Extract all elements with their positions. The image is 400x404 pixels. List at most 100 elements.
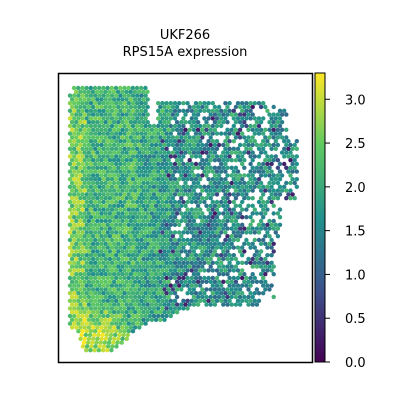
expression-spot	[130, 306, 136, 311]
expression-spot	[177, 260, 182, 265]
expression-spot	[198, 298, 203, 303]
expression-spot	[80, 93, 85, 98]
expression-spot	[189, 123, 194, 129]
expression-spot	[181, 161, 186, 167]
expression-spot	[198, 192, 203, 197]
expression-spot	[139, 192, 144, 197]
expression-spot	[122, 154, 127, 159]
expression-spot	[231, 146, 236, 151]
expression-spot	[225, 279, 230, 284]
expression-spot	[221, 196, 226, 201]
expression-spot	[97, 161, 102, 167]
expression-spot	[198, 245, 203, 250]
expression-spot	[181, 154, 186, 159]
expression-spot	[172, 161, 178, 167]
expression-spot	[235, 230, 241, 235]
expression-spot	[143, 230, 148, 235]
expression-spot	[114, 161, 119, 167]
expression-spot	[137, 180, 142, 186]
expression-spot	[145, 317, 150, 322]
expression-spot	[246, 142, 251, 148]
expression-spot	[126, 123, 131, 129]
expression-spot	[168, 192, 173, 197]
expression-spot	[151, 237, 157, 243]
expression-spot	[277, 161, 283, 167]
expression-spot	[170, 150, 176, 155]
expression-spot	[122, 283, 127, 288]
expression-spot	[98, 340, 103, 345]
expression-spot	[244, 237, 249, 243]
expression-spot	[174, 180, 180, 186]
expression-spot	[202, 215, 207, 220]
expression-spot	[105, 93, 111, 98]
expression-spot	[147, 177, 152, 182]
expression-spot	[80, 260, 85, 265]
expression-spot	[107, 249, 113, 254]
expression-spot	[216, 173, 222, 178]
expression-spot	[145, 196, 150, 201]
expression-spot	[227, 192, 232, 197]
expression-spot	[107, 310, 113, 315]
expression-spot	[174, 203, 180, 208]
expression-spot	[132, 188, 138, 193]
expression-spot	[69, 249, 75, 254]
expression-spot	[128, 234, 134, 239]
expression-spot	[74, 249, 79, 254]
expression-spot	[105, 161, 111, 167]
expression-spot	[160, 313, 165, 319]
expression-spot	[118, 146, 123, 151]
expression-spot	[149, 226, 155, 231]
expression-spot	[187, 120, 192, 125]
expression-spot	[74, 104, 79, 110]
expression-spot	[114, 215, 119, 220]
expression-spot	[82, 325, 87, 330]
expression-spot	[204, 287, 209, 292]
expression-spot	[95, 196, 100, 201]
expression-spot	[82, 287, 87, 292]
expression-spot	[198, 177, 203, 182]
expression-spot	[137, 294, 142, 300]
expression-spot	[80, 184, 85, 189]
expression-spot	[191, 302, 197, 307]
expression-spot	[206, 184, 211, 189]
expression-spot	[219, 131, 224, 136]
expression-spot	[67, 245, 73, 250]
expression-spot	[80, 253, 85, 258]
expression-spot	[82, 89, 87, 95]
expression-spot	[237, 158, 243, 163]
expression-spot	[103, 150, 108, 155]
expression-spot	[82, 317, 87, 322]
expression-spot	[128, 203, 134, 208]
expression-spot	[67, 222, 73, 227]
expression-spot	[233, 112, 239, 117]
expression-spot	[156, 306, 161, 311]
expression-spot	[84, 222, 90, 227]
expression-spot	[143, 131, 148, 136]
expression-spot	[174, 127, 180, 132]
expression-spot	[189, 199, 194, 205]
expression-spot	[185, 177, 190, 182]
expression-spot	[219, 268, 224, 273]
expression-spot	[250, 173, 255, 178]
expression-spot	[294, 154, 299, 159]
expression-spot	[208, 150, 213, 155]
expression-spot	[82, 294, 87, 300]
expression-spot	[82, 218, 87, 224]
expression-spot	[95, 165, 100, 170]
expression-spot	[250, 196, 255, 201]
expression-spot	[107, 188, 113, 193]
expression-spot	[233, 203, 239, 208]
expression-spot	[221, 256, 226, 262]
expression-spot	[185, 230, 190, 235]
expression-spot	[248, 184, 253, 189]
expression-spot	[200, 173, 205, 178]
expression-spot	[252, 101, 257, 106]
expression-spot	[198, 260, 203, 265]
expression-spot	[168, 123, 173, 129]
expression-spot	[145, 272, 150, 277]
expression-spot	[153, 302, 159, 307]
expression-spot	[252, 237, 257, 243]
expression-spot	[82, 302, 87, 307]
expression-spot	[101, 192, 106, 197]
expression-spot	[162, 211, 167, 216]
